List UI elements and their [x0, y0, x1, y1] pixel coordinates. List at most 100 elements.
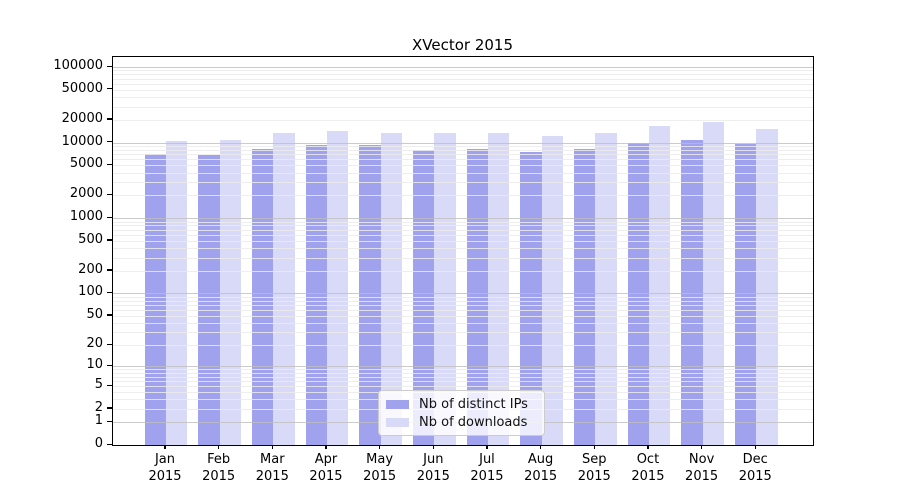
y-tick-mark [107, 141, 112, 143]
y-tick-mark [107, 343, 112, 345]
minor-gridline [113, 182, 813, 184]
x-tick-label: Jan 2015 [148, 452, 182, 484]
bar-distinct-ips [466, 148, 488, 445]
y-tick-label: 10 [86, 357, 103, 373]
x-tick-mark [164, 445, 166, 449]
legend-label-distinct-ips: Nb of distinct IPs [419, 397, 528, 412]
x-tick-mark [271, 445, 273, 449]
bar-downloads [541, 135, 563, 445]
major-gridline [113, 366, 813, 368]
minor-gridline [113, 323, 813, 325]
y-tick-mark [107, 216, 112, 218]
y-tick-label: 200 [78, 261, 103, 277]
minor-gridline [113, 369, 813, 371]
x-tick-label: Jun 2015 [416, 452, 450, 484]
x-tick-label: Mar 2015 [255, 452, 289, 484]
minor-gridline [113, 372, 813, 374]
legend: Nb of distinct IPs Nb of downloads [378, 390, 545, 436]
x-tick-label: Sep 2015 [577, 452, 611, 484]
x-tick-mark [593, 445, 595, 449]
y-tick-mark [107, 407, 112, 409]
y-tick-mark [107, 364, 112, 366]
chart-title: XVector 2015 [411, 36, 513, 54]
minor-gridline [113, 74, 813, 76]
y-tick-label: 500 [78, 231, 103, 247]
x-tick-label: Apr 2015 [309, 452, 343, 484]
y-tick-label: 10000 [61, 133, 103, 149]
minor-gridline [113, 154, 813, 156]
bar-distinct-ips [144, 153, 166, 445]
y-tick-label: 1 [94, 413, 103, 429]
minor-gridline [113, 229, 813, 231]
minor-gridline [113, 300, 813, 302]
x-tick-mark [754, 445, 756, 449]
y-tick-mark [107, 118, 112, 120]
bar-downloads [648, 125, 671, 445]
minor-gridline [113, 332, 813, 334]
minor-gridline [113, 225, 813, 227]
minor-gridline [113, 376, 813, 378]
minor-gridline [113, 386, 813, 388]
x-tick-mark [486, 445, 488, 449]
minor-gridline [113, 146, 813, 148]
x-tick-label: Jul 2015 [470, 452, 504, 484]
y-tick-mark [107, 420, 112, 422]
legend-item-downloads: Nb of downloads [386, 414, 536, 431]
y-tick-mark [107, 384, 112, 386]
legend-swatch-downloads [386, 418, 409, 427]
y-tick-label: 50000 [61, 80, 103, 96]
minor-gridline [113, 296, 813, 298]
minor-gridline [113, 83, 813, 85]
x-tick-label: Oct 2015 [631, 452, 665, 484]
minor-gridline [113, 172, 813, 174]
legend-label-downloads: Nb of downloads [419, 415, 528, 430]
x-tick-mark [379, 445, 381, 449]
y-tick-label: 100 [78, 284, 103, 300]
minor-gridline [113, 149, 813, 151]
bar-distinct-ips [573, 148, 596, 445]
minor-gridline [113, 310, 813, 312]
minor-gridline [113, 159, 813, 161]
y-tick-label: 2000 [69, 186, 103, 202]
bar-distinct-ips [681, 140, 703, 445]
bar-downloads [702, 121, 724, 445]
bar-downloads [166, 140, 188, 445]
minor-gridline [113, 119, 813, 121]
bar-distinct-ips [198, 154, 220, 445]
y-tick-mark [107, 88, 112, 90]
plot-area [112, 56, 814, 446]
y-tick-label: 5 [94, 377, 103, 393]
minor-gridline [113, 78, 813, 80]
y-tick-mark [107, 239, 112, 241]
minor-gridline [113, 381, 813, 383]
minor-gridline [113, 345, 813, 347]
minor-gridline [113, 221, 813, 223]
y-tick-label: 20 [86, 336, 103, 352]
y-tick-mark [107, 163, 112, 166]
minor-gridline [113, 165, 813, 167]
major-gridline [113, 218, 813, 220]
minor-gridline [113, 240, 813, 242]
minor-gridline [113, 70, 813, 72]
y-tick-mark [107, 314, 112, 316]
minor-gridline [113, 234, 813, 236]
minor-gridline [113, 195, 813, 197]
y-tick-label: 0 [94, 436, 103, 451]
y-tick-mark [107, 65, 112, 67]
y-tick-label: 20000 [61, 110, 103, 126]
x-tick-mark [432, 445, 434, 449]
minor-gridline [113, 248, 813, 250]
y-tick-mark [107, 443, 112, 445]
x-tick-mark [540, 445, 542, 449]
y-tick-mark [107, 193, 112, 196]
y-tick-mark [107, 269, 112, 271]
x-tick-label: Aug 2015 [524, 452, 558, 484]
minor-gridline [113, 89, 813, 91]
minor-gridline [113, 305, 813, 307]
legend-swatch-distinct-ips [386, 400, 409, 409]
major-gridline [113, 293, 813, 295]
x-tick-mark [647, 445, 649, 449]
minor-gridline [113, 257, 813, 259]
bar-distinct-ips [520, 151, 542, 445]
